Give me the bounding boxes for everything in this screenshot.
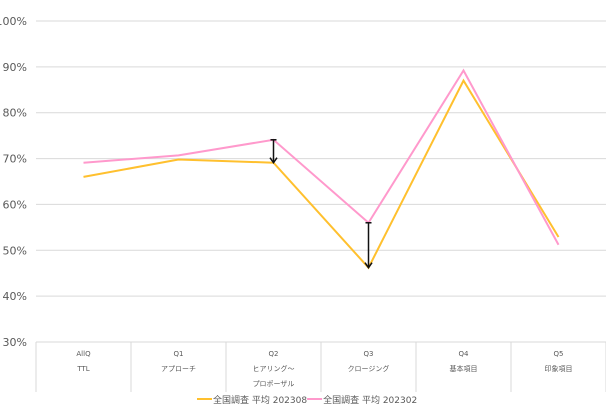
series-lines (83, 68, 560, 270)
category-label: Q2 (269, 350, 279, 358)
category-sublabel: アプローチ (161, 365, 196, 373)
category-label: Q4 (459, 350, 470, 358)
series-line (83, 68, 560, 246)
category-sublabel: ヒアリング～ (253, 364, 295, 373)
category-sublabel: クロージング (348, 364, 390, 373)
y-axis-ticks: 30% 40% 50% 60% 70% 80% 90% 100% (0, 15, 27, 349)
y-tick-label: 30% (3, 336, 27, 349)
y-tick-label: 50% (3, 244, 27, 257)
arrow-down-icon (364, 262, 373, 270)
category-label: AllQ (76, 350, 91, 358)
y-tick-label: 100% (0, 15, 27, 28)
category-sublabel: 基本項目 (450, 364, 478, 373)
annotations (269, 139, 373, 270)
category-table: AllQ TTL Q1 アプローチ Q2 ヒアリング～ プロポーザル Q3 クロージング Q4 基本… (35, 342, 606, 392)
arrow-down-icon (269, 157, 278, 165)
legend-label: 全国調査 平均 202302 (323, 394, 417, 406)
legend-label: 全国調査 平均 202308 (213, 394, 307, 406)
y-tick-label: 60% (3, 198, 27, 211)
y-tick-label: 40% (3, 290, 27, 303)
legend: 全国調査 平均 202308 全国調査 平均 202302 (197, 394, 417, 406)
y-tick-label: 90% (3, 61, 27, 74)
y-tick-label: 80% (3, 107, 27, 120)
category-sublabel: プロポーザル (253, 380, 295, 388)
category-label: Q3 (364, 350, 374, 358)
y-tick-label: 70% (3, 153, 27, 166)
category-label: Q5 (554, 350, 564, 358)
category-sublabel: TTL (76, 365, 89, 373)
category-label: Q1 (174, 350, 184, 358)
category-sublabel: 印象項目 (545, 364, 573, 373)
series-line (83, 78, 560, 270)
